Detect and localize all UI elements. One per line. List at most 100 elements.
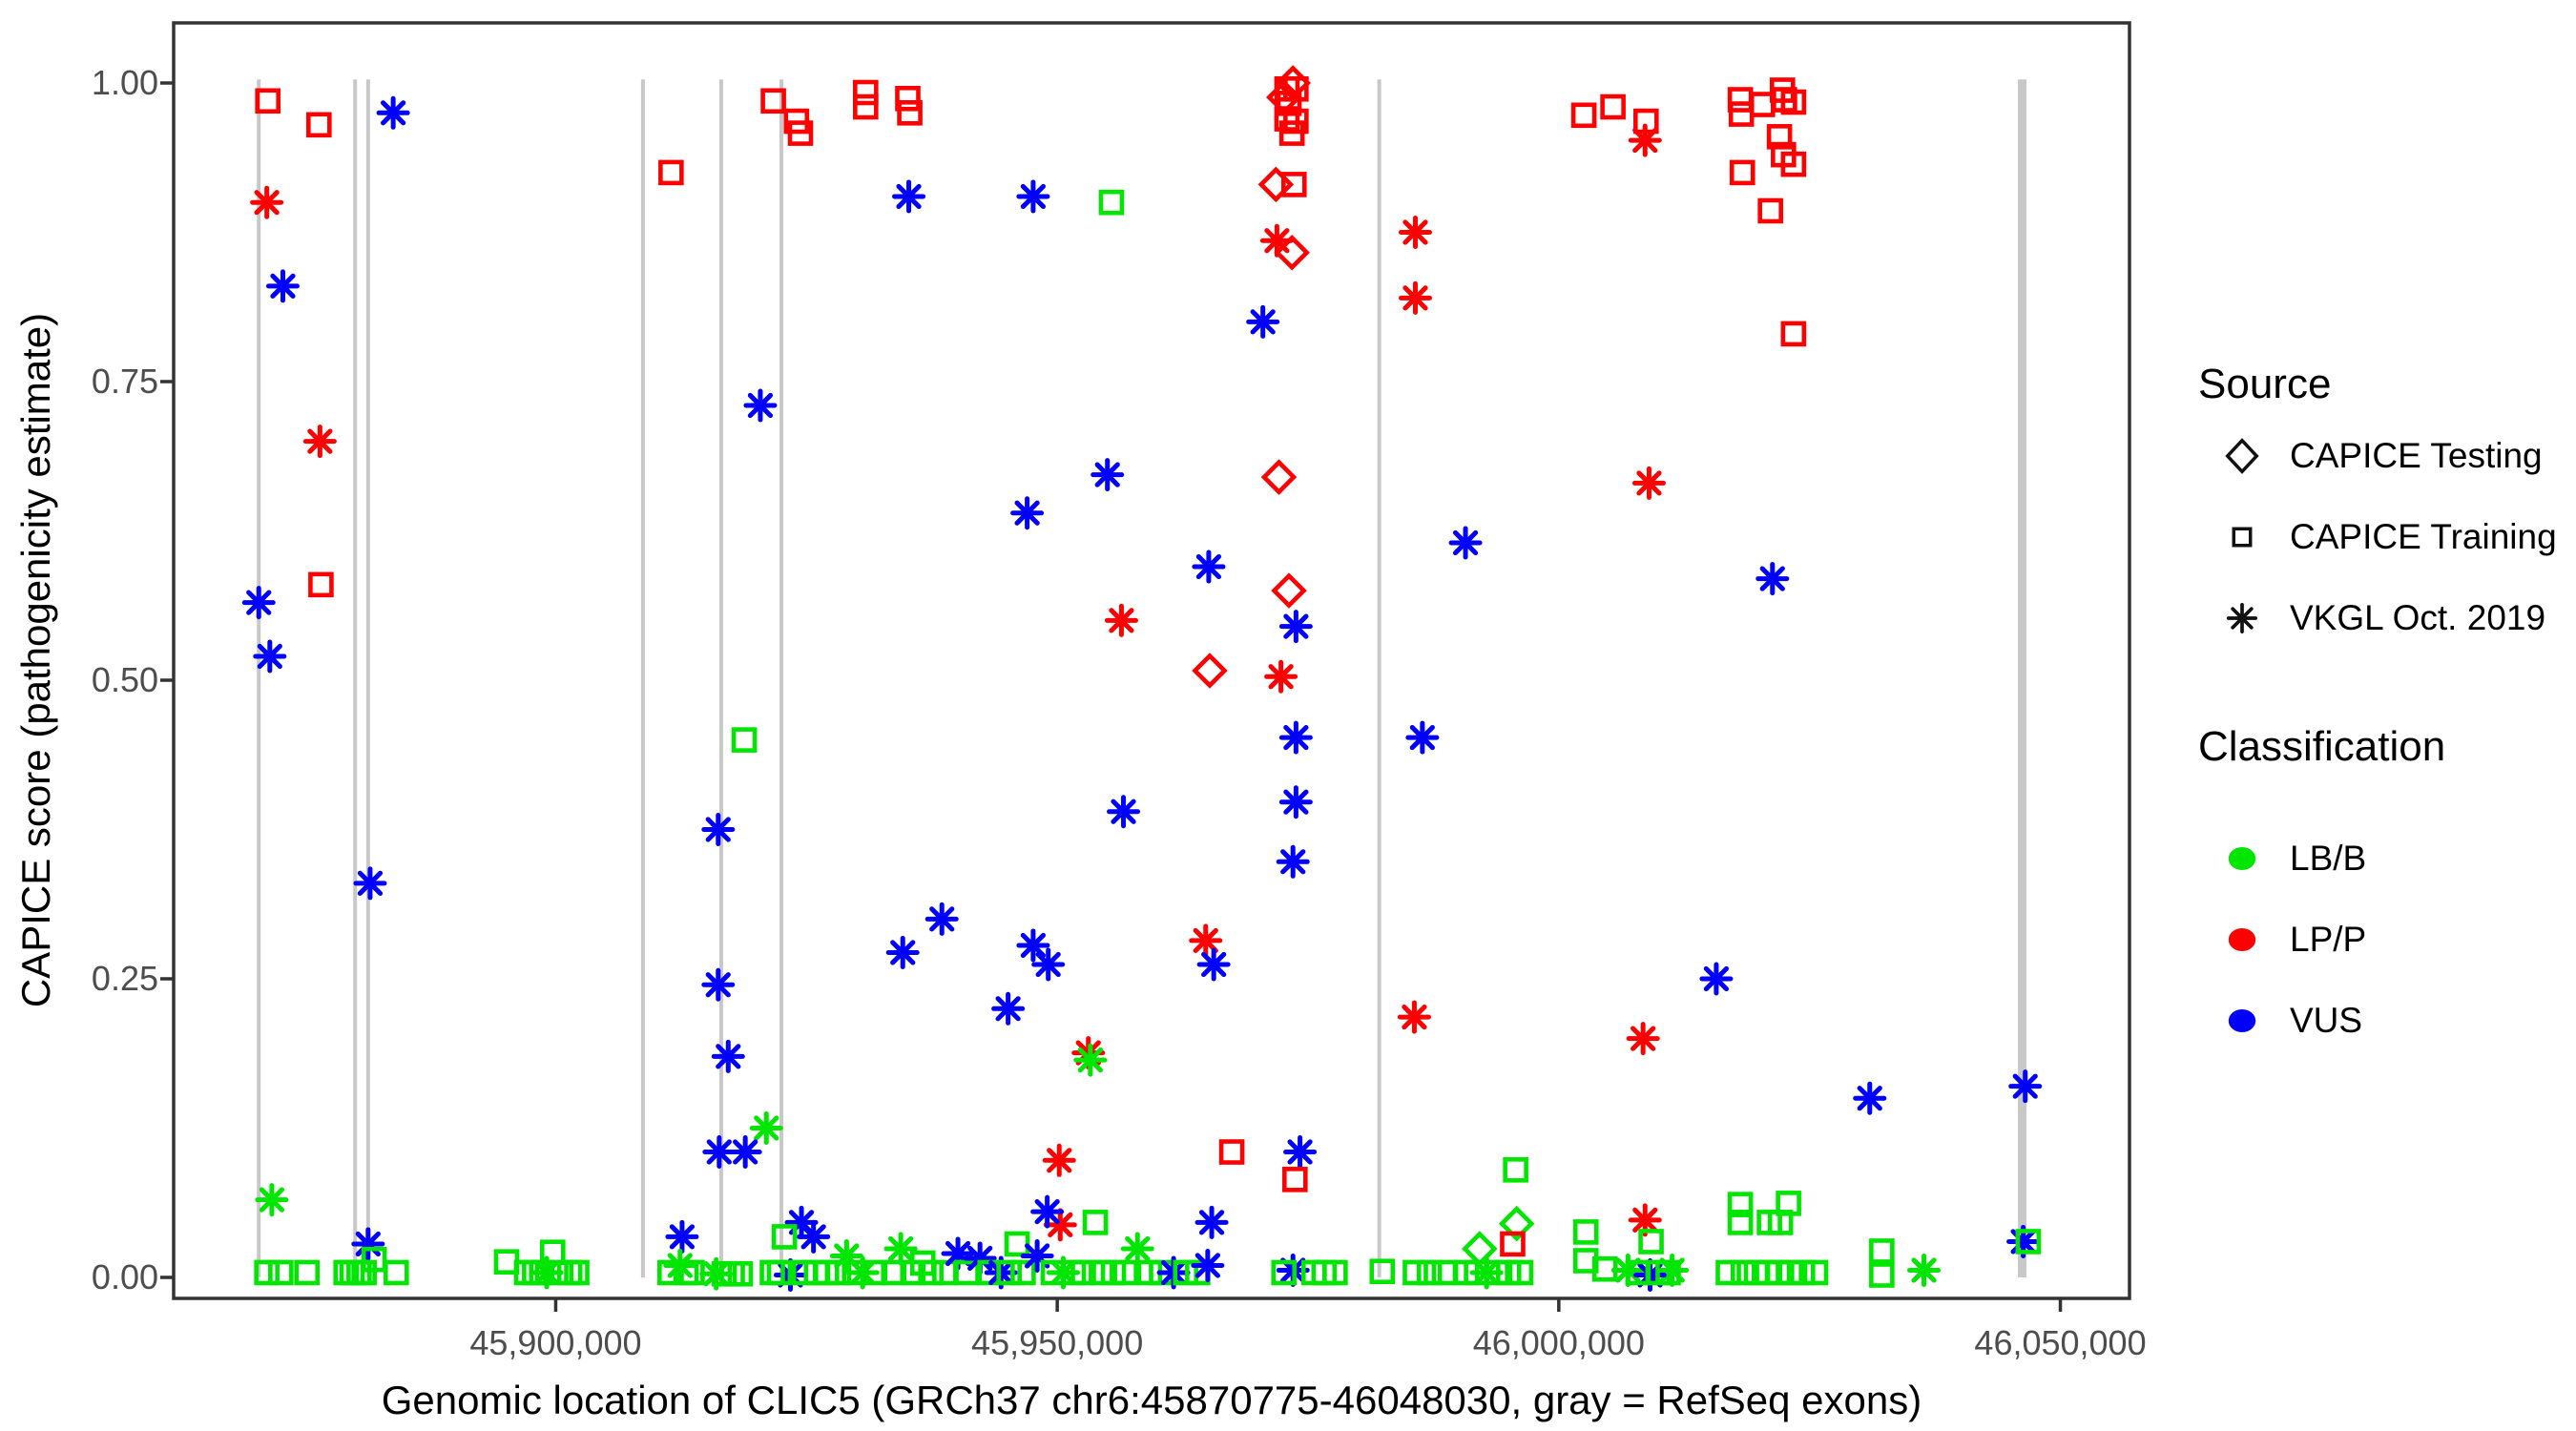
data-point-square <box>1070 1259 1096 1286</box>
data-point-square <box>1757 197 1783 224</box>
data-point-square <box>1780 321 1807 347</box>
data-point-asterisk <box>1907 1253 1942 1287</box>
data-point-diamond <box>1498 1205 1535 1242</box>
data-point-asterisk <box>885 935 920 969</box>
data-point-diamond <box>1462 1231 1498 1267</box>
x-tick-45900000: 45,900,000 <box>469 1323 642 1362</box>
data-point-asterisk <box>1699 962 1734 996</box>
data-point-square <box>1276 90 1302 116</box>
y-tick-075: 0.75 <box>91 362 158 401</box>
data-point-diamond <box>1271 572 1307 609</box>
data-point-square <box>727 1260 754 1287</box>
data-point-square <box>1280 172 1307 197</box>
asterisk-icon <box>2226 602 2258 634</box>
data-point-asterisk <box>1042 1143 1076 1177</box>
data-point-square <box>996 1259 1022 1286</box>
data-point-square <box>1010 1259 1036 1286</box>
data-point-asterisk <box>302 425 337 459</box>
data-point-square <box>1572 1219 1599 1245</box>
data-point-square <box>1655 1259 1681 1286</box>
data-point-asterisk <box>892 179 926 214</box>
data-point-asterisk <box>743 388 778 423</box>
data-point-asterisk <box>1020 1238 1054 1273</box>
data-point-asterisk <box>1628 1203 1662 1237</box>
y-tick-000: 0.00 <box>91 1257 158 1296</box>
data-point-diamond <box>1257 166 1295 203</box>
data-point-square <box>1780 89 1807 115</box>
data-point-square <box>1369 1258 1396 1285</box>
data-point-asterisk <box>1195 1205 1229 1239</box>
legend-item-label: VUS <box>2290 1001 2363 1040</box>
data-point-asterisk <box>711 1039 745 1073</box>
data-point-square <box>1790 1259 1816 1286</box>
data-point-asterisk <box>1276 844 1310 879</box>
data-point-square <box>1500 1231 1526 1257</box>
x-tick-46000000: 46,000,000 <box>1472 1323 1645 1362</box>
data-point-asterisk <box>265 269 300 303</box>
data-point-square <box>1271 1259 1298 1286</box>
legend-item-label: VKGL Oct. 2019 <box>2290 598 2546 637</box>
data-point-square <box>1082 1210 1109 1235</box>
y-tick-100: 1.00 <box>91 63 158 102</box>
data-point-square <box>1218 1139 1245 1165</box>
data-point-asterisk <box>1010 496 1045 530</box>
data-point-square <box>1780 151 1807 177</box>
data-point-asterisk <box>2008 1069 2043 1104</box>
data-point-square <box>853 79 879 106</box>
data-point-square <box>932 1259 958 1286</box>
data-point-square <box>2015 1229 2042 1255</box>
data-point-asterisk <box>1631 466 1666 500</box>
data-point-asterisk <box>1104 603 1138 637</box>
legend-item-label: CAPICE Testing <box>2290 436 2543 475</box>
data-point-asterisk <box>1246 304 1280 339</box>
data-point-asterisk <box>1755 562 1790 596</box>
data-point-asterisk <box>1278 610 1313 644</box>
data-point-asterisk <box>253 639 287 674</box>
data-point-square <box>1749 92 1776 117</box>
data-point-asterisk <box>241 586 276 620</box>
data-point-asterisk <box>1091 458 1125 492</box>
legend-source-title: Source <box>2198 361 2332 407</box>
y-tick-050: 0.50 <box>91 660 158 699</box>
data-point-square <box>564 1259 590 1286</box>
data-point-asterisk <box>1283 1135 1318 1170</box>
data-point-asterisk <box>1448 526 1483 560</box>
legend-item-vkgl: VKGL Oct. 2019 <box>2219 595 2545 641</box>
data-point-asterisk <box>1398 280 1432 315</box>
data-point-asterisk <box>1031 947 1066 982</box>
legend-item-label: LB/B <box>2290 839 2367 878</box>
axis-tick-marks <box>160 81 2063 1312</box>
data-point-square <box>918 1259 944 1286</box>
data-point-square <box>1402 1259 1428 1286</box>
data-point-asterisk <box>749 1111 783 1145</box>
data-point-asterisk <box>1030 1194 1065 1229</box>
data-point-square <box>1730 1259 1756 1286</box>
data-point-square <box>1278 120 1305 146</box>
data-point-square <box>731 727 758 753</box>
data-point-asterisk <box>701 813 736 846</box>
data-point-asterisk <box>1397 1000 1431 1034</box>
data-point-asterisk <box>701 967 736 1002</box>
data-point-diamond <box>1192 653 1228 689</box>
x-tick-45950000: 45,950,000 <box>971 1323 1144 1362</box>
data-point-square <box>1600 93 1626 120</box>
data-point-square <box>255 88 281 114</box>
data-point-square <box>1729 159 1755 186</box>
data-point-square <box>1322 1259 1348 1286</box>
data-point-square <box>1869 1262 1895 1288</box>
data-point-square <box>766 1259 793 1286</box>
data-point-square <box>897 100 923 126</box>
data-point-square <box>1727 1192 1754 1217</box>
data-point-square <box>895 85 921 112</box>
data-point-asterisk <box>883 1232 918 1266</box>
data-point-asterisk <box>1120 1232 1154 1266</box>
legend-item-label: LP/P <box>2290 920 2367 959</box>
data-point-square <box>760 88 786 114</box>
square-icon <box>2232 527 2253 548</box>
data-point-square <box>361 1246 387 1273</box>
data-point-square <box>1503 1157 1528 1183</box>
legend-item-capice-training: CAPICE Training <box>2219 514 2557 560</box>
data-point-asterisk <box>1016 928 1050 963</box>
data-point-square <box>658 159 684 186</box>
